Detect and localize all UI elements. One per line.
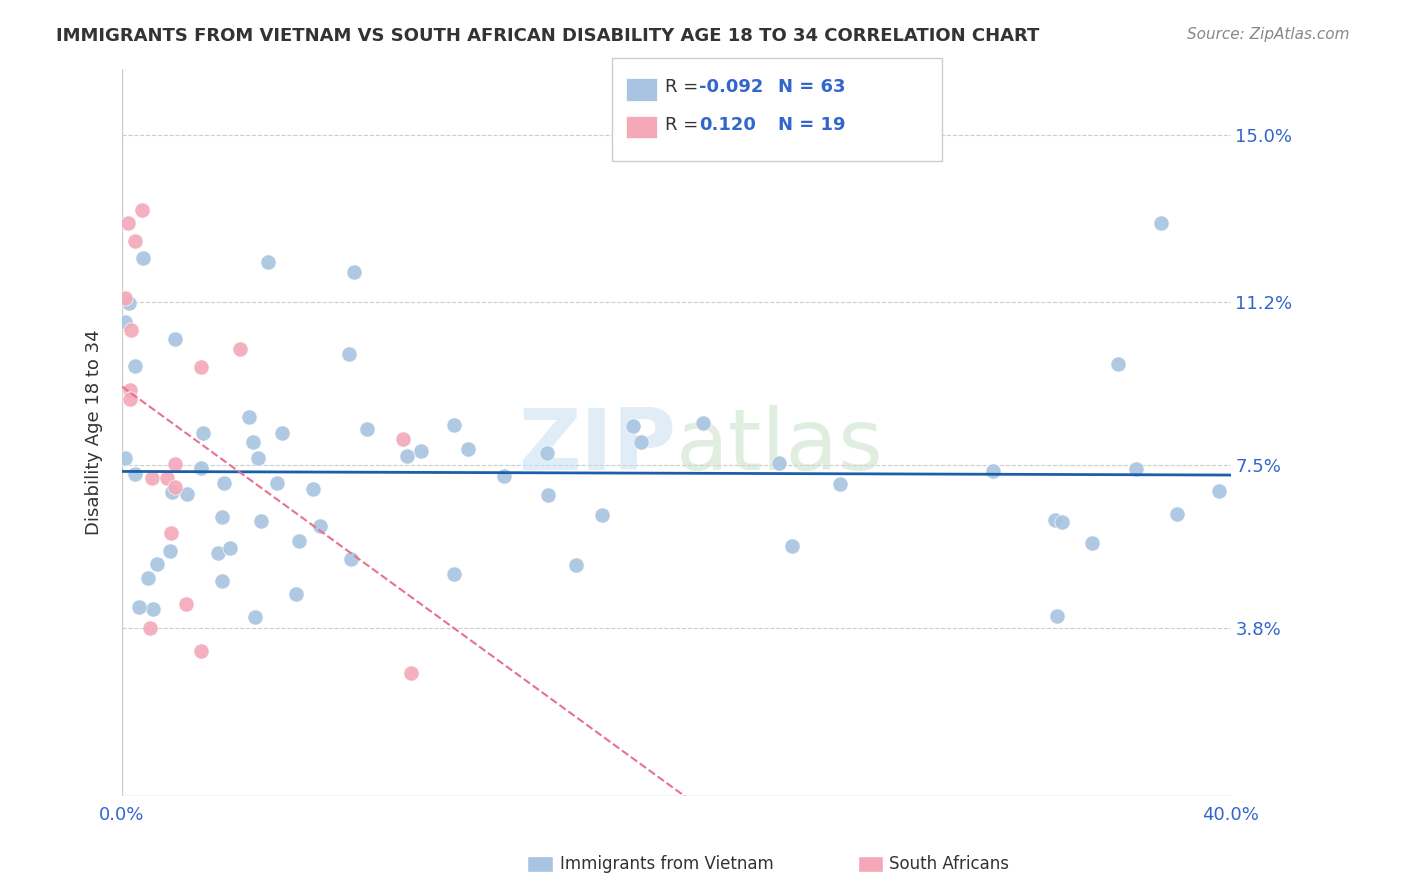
Point (141, 471, 163, 485)
Text: Source: ZipAtlas.com: Source: ZipAtlas.com (1187, 27, 1350, 42)
Point (340, 552, 363, 566)
Point (1080, 536, 1102, 550)
Point (131, 202, 153, 217)
Point (536, 446, 558, 460)
Point (457, 442, 479, 456)
Text: atlas: atlas (676, 405, 884, 488)
Point (118, 295, 141, 310)
Point (1045, 512, 1067, 526)
Point (211, 509, 233, 524)
Point (780, 539, 803, 553)
Point (256, 255, 278, 269)
Point (156, 471, 179, 485)
Point (114, 450, 136, 465)
Point (165, 332, 187, 346)
Text: N = 63: N = 63 (778, 78, 845, 96)
Point (124, 359, 146, 374)
Point (1150, 216, 1173, 230)
Point (343, 265, 366, 279)
Point (356, 421, 378, 435)
Point (165, 480, 187, 494)
Point (160, 484, 183, 499)
Point (219, 541, 242, 555)
Point (191, 426, 214, 441)
Point (1166, 508, 1188, 522)
Y-axis label: Disability Age 18 to 34: Disability Age 18 to 34 (86, 329, 103, 535)
Point (142, 602, 165, 616)
Point (114, 315, 136, 329)
Point (132, 251, 155, 265)
Point (396, 449, 419, 463)
Point (337, 347, 360, 361)
Point (229, 342, 252, 356)
Point (250, 515, 273, 529)
Point (266, 476, 288, 491)
Point (160, 525, 183, 540)
Point (136, 571, 159, 585)
Point (120, 384, 142, 398)
Point (114, 291, 136, 305)
Point (124, 235, 146, 249)
Text: -0.092: -0.092 (699, 78, 763, 96)
Point (1050, 515, 1073, 529)
Text: IMMIGRANTS FROM VIETNAM VS SOUTH AFRICAN DISABILITY AGE 18 TO 34 CORRELATION CHA: IMMIGRANTS FROM VIETNAM VS SOUTH AFRICAN… (56, 27, 1039, 45)
Point (207, 546, 229, 560)
Point (443, 418, 465, 433)
Point (565, 558, 588, 573)
Text: N = 19: N = 19 (778, 116, 845, 134)
Text: R =: R = (665, 116, 710, 134)
Point (692, 416, 714, 430)
Point (212, 476, 235, 491)
Point (242, 434, 264, 449)
Point (139, 621, 162, 635)
Point (288, 534, 311, 549)
Point (828, 476, 851, 491)
Point (621, 419, 644, 434)
Text: Immigrants from Vietnam: Immigrants from Vietnam (560, 855, 773, 873)
Text: R =: R = (665, 78, 704, 96)
Point (247, 450, 270, 465)
Text: 0.0%: 0.0% (100, 806, 145, 824)
Text: 40.0%: 40.0% (1202, 806, 1258, 824)
Point (174, 597, 197, 611)
Point (120, 323, 142, 337)
Point (271, 426, 294, 441)
Point (630, 434, 652, 449)
Point (190, 360, 212, 375)
Point (392, 432, 415, 446)
Point (128, 599, 150, 614)
Point (443, 567, 465, 582)
Point (163, 458, 186, 472)
Point (159, 544, 181, 558)
Point (190, 643, 212, 657)
Point (176, 487, 198, 501)
Point (409, 444, 432, 458)
Point (1046, 608, 1069, 623)
Point (309, 519, 332, 533)
Point (284, 587, 307, 601)
Point (1107, 358, 1129, 372)
Point (120, 392, 142, 406)
Point (537, 488, 560, 502)
Point (494, 468, 516, 483)
Point (238, 409, 260, 424)
Text: South Africans: South Africans (889, 855, 1008, 873)
Point (302, 482, 325, 496)
Text: ZIP: ZIP (519, 405, 676, 488)
Point (245, 610, 267, 624)
Point (768, 456, 790, 470)
Point (146, 557, 169, 571)
Point (190, 461, 212, 475)
Point (211, 574, 233, 588)
Point (117, 216, 139, 230)
Point (591, 508, 613, 523)
Point (1208, 483, 1230, 498)
Point (124, 467, 146, 481)
Point (399, 666, 422, 681)
Point (981, 464, 1004, 478)
Text: 0.120: 0.120 (699, 116, 755, 134)
Point (1125, 461, 1147, 475)
